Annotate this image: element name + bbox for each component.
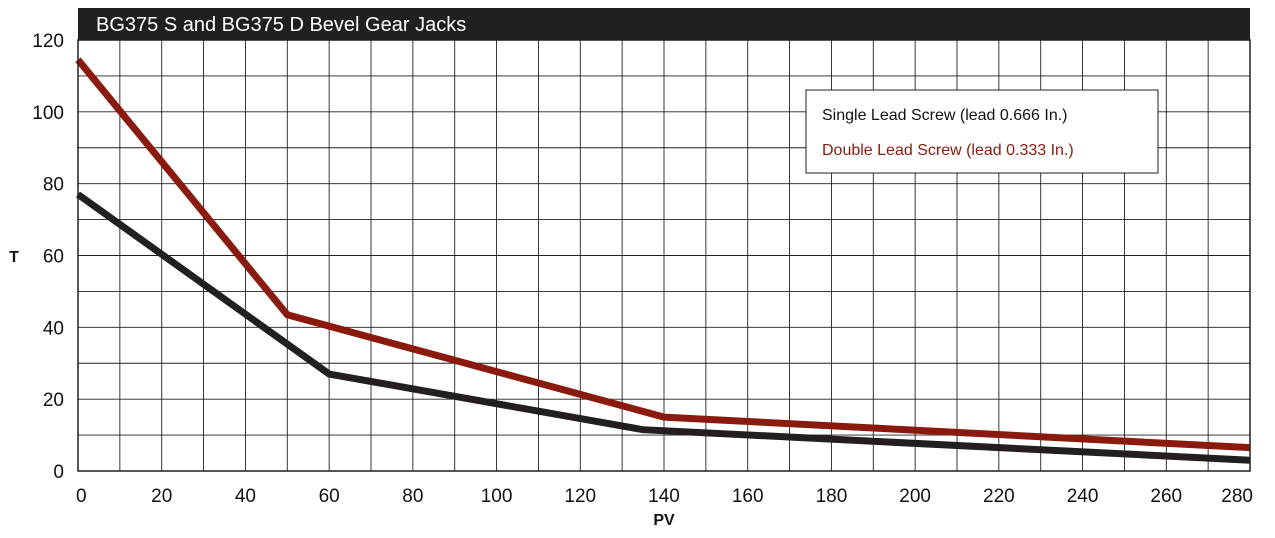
x-tick-label: 180 [816, 486, 848, 507]
series-line-single-lead [75, 191, 1251, 464]
y-tick-label: 80 [43, 175, 64, 196]
y-tick-label: 60 [43, 247, 64, 268]
y-tick-label: 20 [43, 390, 64, 411]
y-axis-label: T [9, 249, 19, 266]
x-tick-label: 200 [899, 486, 931, 507]
x-tick-label: 0 [76, 486, 87, 507]
chart-title-bar [78, 8, 1250, 40]
legend-entry-single: Single Lead Screw (lead 0.666 In.) [822, 107, 1067, 124]
y-tick-label: 100 [32, 103, 64, 124]
chart-title: BG375 S and BG375 D Bevel Gear Jacks [96, 14, 466, 36]
grid [78, 40, 1250, 471]
series-line-double-lead [75, 57, 1251, 452]
x-tick-label: 120 [564, 486, 596, 507]
x-tick-label: 260 [1150, 486, 1182, 507]
legend-entry-double: Double Lead Screw (lead 0.333 In.) [822, 142, 1074, 159]
legend-box [805, 89, 1159, 174]
tick-labels: 0 20 40 60 80 100 120 140 160 180 200 220 240 260 280 0… [32, 31, 1253, 507]
legend: Single Lead Screw (lead 0.666 In.) Doubl… [805, 89, 1159, 174]
x-tick-label: 60 [319, 486, 340, 507]
x-tick-label: 240 [1067, 486, 1099, 507]
plot-frame [77, 39, 1251, 472]
x-tick-label: 40 [235, 486, 256, 507]
x-tick-label: 100 [481, 486, 513, 507]
y-tick-label: 40 [43, 318, 64, 339]
x-tick-label: 160 [732, 486, 764, 507]
x-tick-label: 20 [151, 486, 172, 507]
y-tick-label: 0 [53, 462, 64, 483]
x-tick-label: 140 [648, 486, 680, 507]
x-tick-label: 220 [983, 486, 1015, 507]
x-tick-label: 80 [402, 486, 423, 507]
series-layer [75, 57, 1251, 464]
x-axis-label: PV [653, 512, 675, 529]
y-tick-label: 120 [32, 31, 64, 52]
x-tick-label: 280 [1221, 486, 1253, 507]
